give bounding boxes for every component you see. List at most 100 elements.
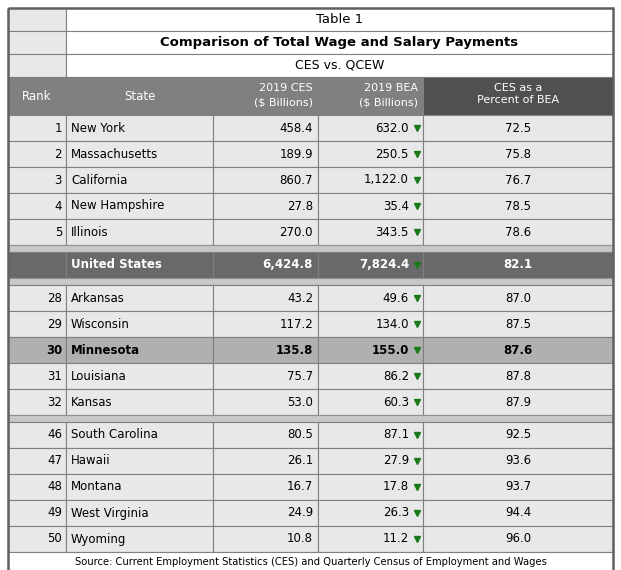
Text: 96.0: 96.0 [505, 532, 531, 545]
Text: 93.7: 93.7 [505, 481, 531, 494]
Bar [318, 422, 423, 448]
Bar [8, 219, 66, 245]
Text: 2019 BEA: 2019 BEA [364, 83, 418, 93]
Bar [8, 115, 66, 141]
Bar [213, 389, 318, 415]
Bar [423, 311, 613, 337]
Bar [423, 252, 613, 278]
Text: 5: 5 [55, 226, 62, 238]
Bar [318, 500, 423, 526]
Text: Arkansas: Arkansas [71, 291, 125, 304]
Text: 17.8: 17.8 [383, 481, 409, 494]
Bar [423, 389, 613, 415]
Bar [66, 448, 213, 474]
Bar [66, 526, 213, 552]
Bar [8, 422, 66, 448]
Bar [213, 337, 318, 363]
Bar [318, 285, 423, 311]
Text: 43.2: 43.2 [287, 291, 313, 304]
Bar [8, 526, 66, 552]
Bar [213, 193, 318, 219]
Text: 47: 47 [47, 454, 62, 467]
Text: 26.3: 26.3 [383, 507, 409, 519]
Bar [318, 115, 423, 141]
Text: Louisiana: Louisiana [71, 369, 127, 382]
Text: 458.4: 458.4 [279, 121, 313, 135]
Text: 76.7: 76.7 [505, 173, 531, 186]
Text: 11.2: 11.2 [383, 532, 409, 545]
Text: 93.6: 93.6 [505, 454, 531, 467]
Text: 35.4: 35.4 [383, 200, 409, 213]
Bar [213, 219, 318, 245]
Bar [8, 552, 613, 570]
Text: Wyoming: Wyoming [71, 532, 127, 545]
Text: 78.5: 78.5 [505, 200, 531, 213]
Bar [423, 474, 613, 500]
Bar [318, 141, 423, 167]
Bar [8, 31, 66, 54]
Bar [318, 363, 423, 389]
Text: 3: 3 [55, 173, 62, 186]
Text: West Virginia: West Virginia [71, 507, 148, 519]
Text: 87.1: 87.1 [383, 429, 409, 442]
Bar [8, 285, 66, 311]
Text: 26.1: 26.1 [287, 454, 313, 467]
Text: 6,424.8: 6,424.8 [263, 259, 313, 271]
Text: 189.9: 189.9 [279, 148, 313, 161]
Bar [66, 219, 213, 245]
Bar [8, 245, 613, 252]
Text: 32: 32 [47, 396, 62, 409]
Text: 92.5: 92.5 [505, 429, 531, 442]
Bar [8, 141, 66, 167]
Text: CES vs. QCEW: CES vs. QCEW [295, 59, 384, 72]
Bar [66, 389, 213, 415]
Text: 87.8: 87.8 [505, 369, 531, 382]
Text: 30: 30 [46, 344, 62, 356]
Text: 60.3: 60.3 [383, 396, 409, 409]
Bar [423, 219, 613, 245]
Bar [318, 526, 423, 552]
Bar [423, 448, 613, 474]
Bar [423, 285, 613, 311]
Text: 53.0: 53.0 [287, 396, 313, 409]
Text: Minnesota: Minnesota [71, 344, 140, 356]
Text: 87.5: 87.5 [505, 317, 531, 331]
Text: Hawaii: Hawaii [71, 454, 111, 467]
Text: 78.6: 78.6 [505, 226, 531, 238]
Bar [8, 337, 66, 363]
Bar [66, 8, 613, 31]
Bar [423, 167, 613, 193]
Bar [66, 31, 613, 54]
Text: 135.8: 135.8 [276, 344, 313, 356]
Bar [423, 422, 613, 448]
Bar [66, 474, 213, 500]
Text: Table 1: Table 1 [316, 13, 363, 26]
Text: 860.7: 860.7 [279, 173, 313, 186]
Bar [66, 54, 613, 77]
Bar [318, 474, 423, 500]
Bar [423, 141, 613, 167]
Text: 27.8: 27.8 [287, 200, 313, 213]
Bar [8, 278, 613, 285]
Bar [213, 422, 318, 448]
Bar [213, 252, 318, 278]
Text: 343.5: 343.5 [376, 226, 409, 238]
Bar [213, 474, 318, 500]
Text: ($ Billions): ($ Billions) [254, 98, 313, 108]
Bar [423, 363, 613, 389]
Text: 87.0: 87.0 [505, 291, 531, 304]
Text: 80.5: 80.5 [287, 429, 313, 442]
Text: 28: 28 [47, 291, 62, 304]
Text: 75.7: 75.7 [287, 369, 313, 382]
Bar [213, 77, 318, 115]
Bar [66, 285, 213, 311]
Bar [213, 526, 318, 552]
Text: 72.5: 72.5 [505, 121, 531, 135]
Bar [66, 193, 213, 219]
Bar [318, 252, 423, 278]
Bar [213, 500, 318, 526]
Text: 16.7: 16.7 [287, 481, 313, 494]
Text: 49.6: 49.6 [383, 291, 409, 304]
Bar [8, 77, 66, 115]
Bar [423, 337, 613, 363]
